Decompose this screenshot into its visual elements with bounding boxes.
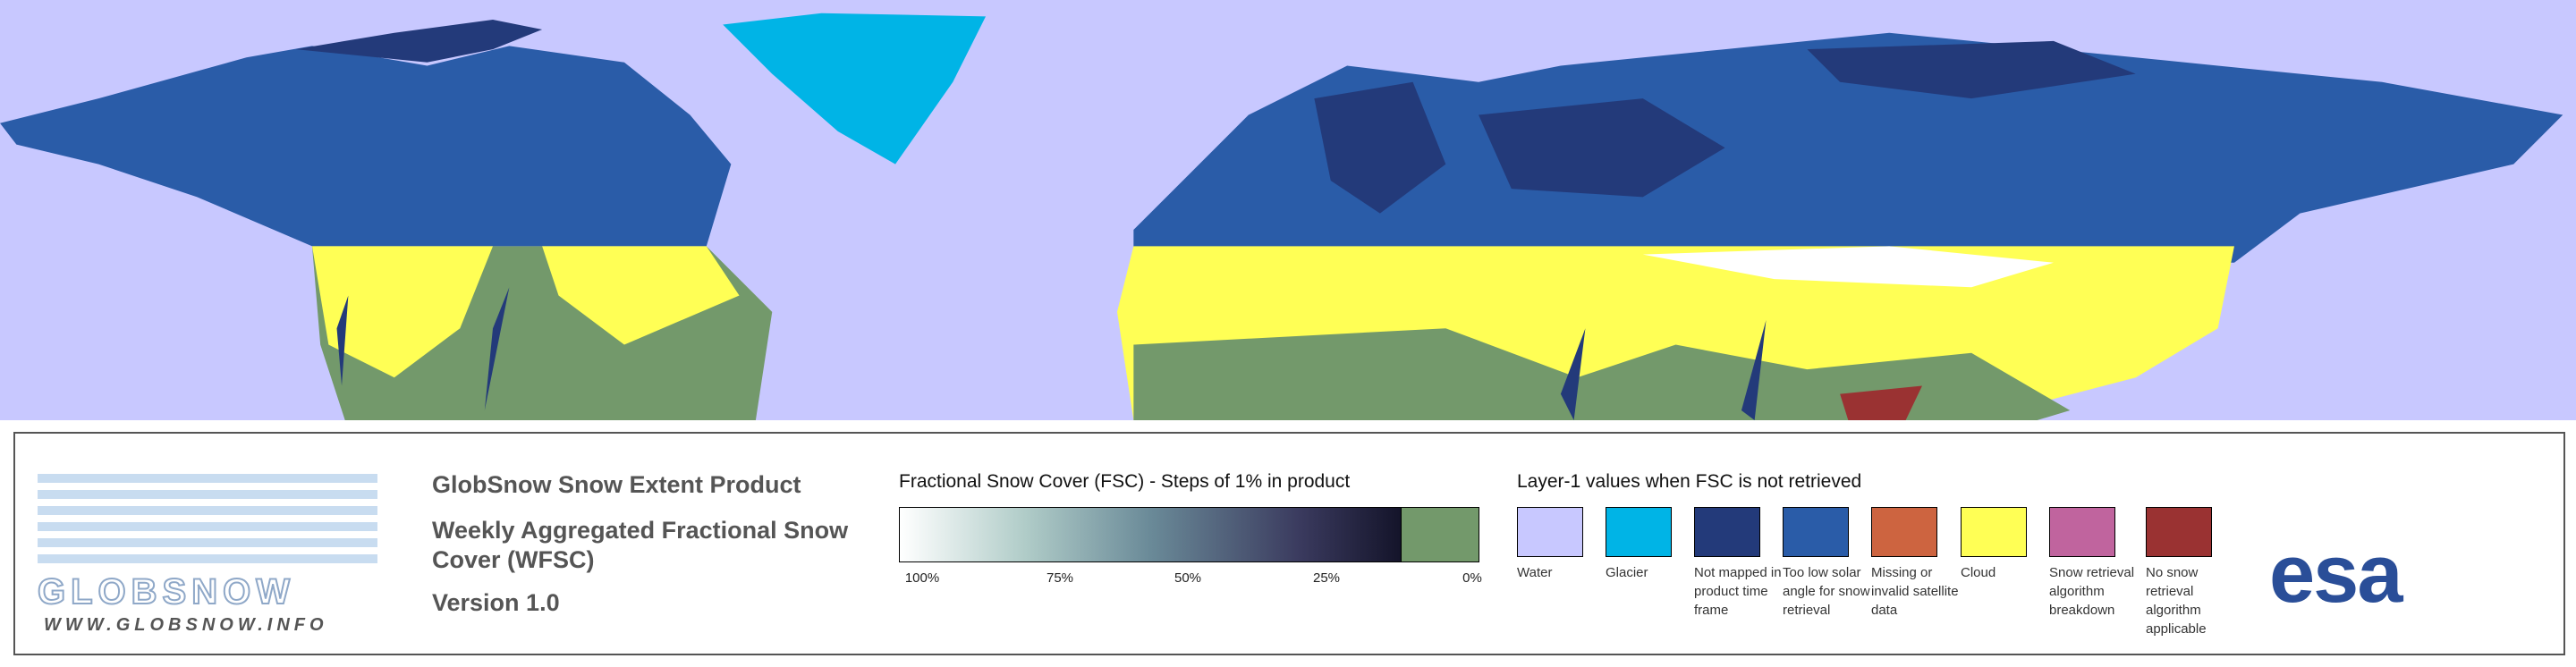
class-swatch xyxy=(2049,507,2115,557)
fsc-tick-label: 100% xyxy=(904,570,940,586)
logo-name: GLOBSNOW xyxy=(37,571,295,612)
class-swatch xyxy=(1871,507,1937,557)
class-swatch xyxy=(2146,507,2212,557)
legend-panel: GLOBSNOW WWW.GLOBSNOW.INFO GlobSnow Snow… xyxy=(13,432,2565,655)
logo-url[interactable]: WWW.GLOBSNOW.INFO xyxy=(44,615,328,635)
fsc-colorbar xyxy=(899,507,1402,562)
product-version: Version 1.0 xyxy=(432,589,560,616)
class-label: Glacier xyxy=(1606,565,1648,580)
class-swatch xyxy=(1517,507,1583,557)
class-label: Snow retrieval algorithm breakdown xyxy=(2049,565,2135,618)
class-label: No snow retrieval algorithm applicable xyxy=(2146,565,2207,637)
product-subtitle: Weekly Aggregated Fractional Snow Cover … xyxy=(432,517,849,573)
logo-graphic xyxy=(38,474,377,563)
class-swatch xyxy=(1606,507,1672,557)
fsc-title: Fractional Snow Cover (FSC) - Steps of 1… xyxy=(899,471,1351,492)
fsc-tick-label: 0% xyxy=(1462,570,1482,586)
class-label: Too low solar angle for snow retrieval xyxy=(1783,565,1870,618)
fsc-tick-label: 25% xyxy=(1312,570,1341,586)
class-swatch xyxy=(1961,507,2027,557)
agency-logo: esa xyxy=(2269,528,2402,620)
class-label: Cloud xyxy=(1961,565,1996,580)
class-swatch xyxy=(1694,507,1760,557)
fsc-zero-swatch xyxy=(1401,507,1479,562)
class-label: Not mapped in product time frame xyxy=(1694,565,1782,618)
layer1-title: Layer-1 values when FSC is not retrieved xyxy=(1517,471,1862,492)
class-label: Missing or invalid satellite data xyxy=(1871,565,1959,618)
fsc-tick-label: 75% xyxy=(1046,570,1074,586)
product-title: GlobSnow Snow Extent Product xyxy=(432,471,801,498)
class-label: Water xyxy=(1517,565,1553,580)
fsc-tick-label: 50% xyxy=(1174,570,1202,586)
snow-map xyxy=(0,0,2576,420)
class-swatch xyxy=(1783,507,1849,557)
